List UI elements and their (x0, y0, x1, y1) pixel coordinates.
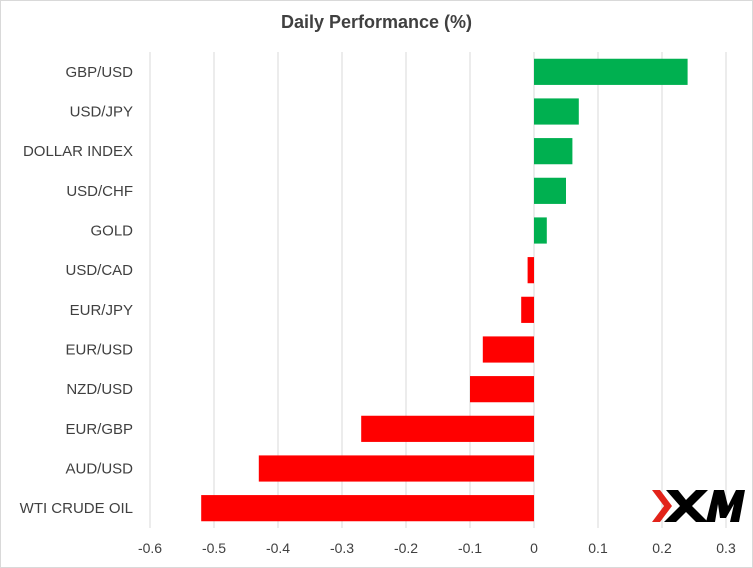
category-labels: GBP/USD USD/JPY DOLLAR INDEX USD/CHF GOLD USD… (20, 64, 134, 517)
bar (470, 376, 534, 403)
x-tick-label: -0.3 (330, 540, 354, 556)
x-tick-label: -0.1 (458, 540, 482, 556)
chart-title: Daily Performance (%) (280, 12, 473, 32)
x-tick-label: -0.4 (266, 540, 290, 556)
bar (361, 415, 534, 442)
x-tick-label: -0.2 (394, 540, 418, 556)
category-label: GOLD (90, 223, 133, 240)
x-tick-label: 0.1 (588, 540, 608, 556)
xm-logo-m (706, 490, 745, 522)
bar (482, 336, 534, 363)
bar (534, 177, 566, 204)
bar (521, 296, 534, 323)
bar (534, 98, 579, 125)
gridlines (149, 52, 727, 528)
category-label: USD/JPY (70, 104, 133, 121)
category-label: USD/CHF (66, 183, 133, 200)
xm-logo (652, 490, 745, 522)
bar (534, 58, 688, 85)
xm-logo-mark (652, 490, 672, 522)
x-tick-label: -0.6 (138, 540, 162, 556)
bar (201, 495, 534, 522)
x-tick-label: 0.3 (716, 540, 736, 556)
bar (534, 217, 547, 244)
x-tick-label: 0.2 (652, 540, 672, 556)
x-tick-label: -0.5 (202, 540, 226, 556)
bar (527, 257, 534, 284)
category-label: NZD/USD (66, 381, 133, 398)
category-label: WTI CRUDE OIL (20, 500, 133, 517)
bar (258, 455, 534, 482)
category-label: EUR/GBP (65, 421, 133, 438)
category-label: USD/CAD (65, 262, 133, 279)
category-label: EUR/JPY (70, 302, 133, 319)
xm-logo-x (664, 490, 708, 522)
category-label: GBP/USD (65, 64, 133, 81)
category-label: DOLLAR INDEX (23, 143, 133, 160)
bar (534, 138, 573, 165)
x-tick-label: 0 (530, 540, 538, 556)
category-label: EUR/USD (65, 342, 133, 359)
category-label: AUD/USD (65, 461, 133, 478)
bars (201, 58, 688, 522)
x-tick-labels: -0.6 -0.5 -0.4 -0.3 -0.2 -0.1 0 0.1 0.2 0.3 (138, 540, 736, 556)
